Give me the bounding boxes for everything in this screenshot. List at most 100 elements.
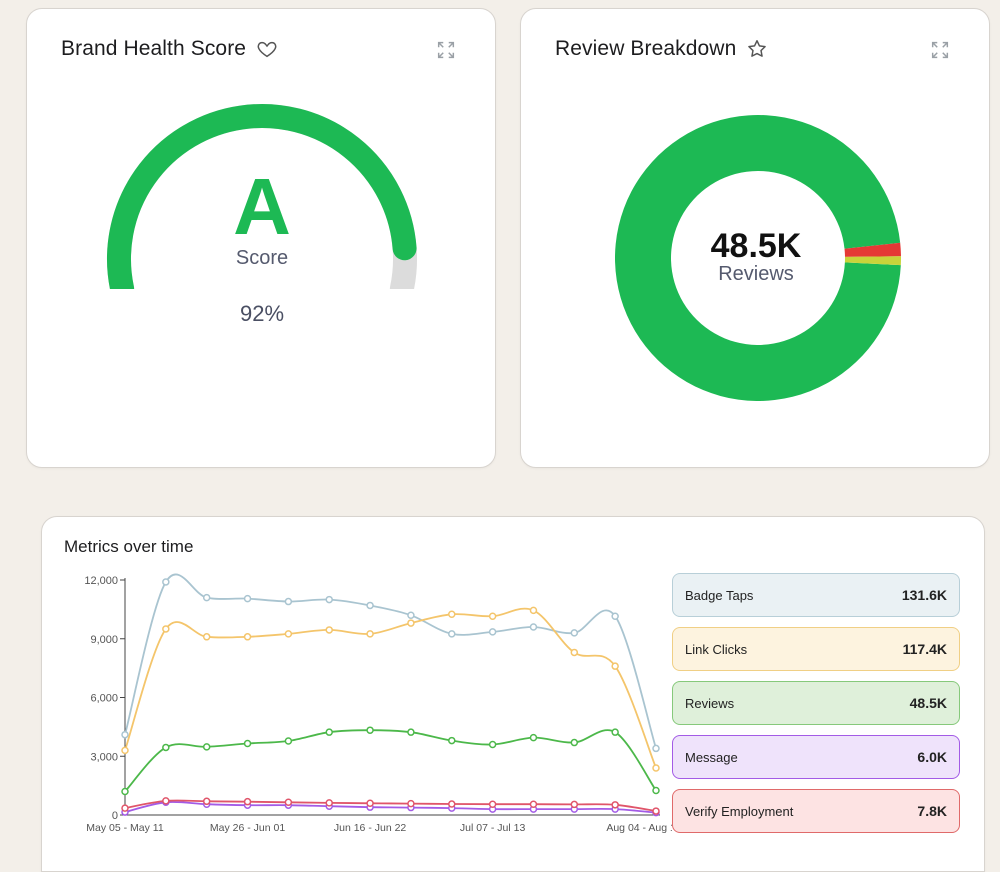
x-tick-label: Jun 16 - Jun 22	[334, 822, 407, 834]
data-point[interactable]	[570, 800, 579, 809]
data-point[interactable]	[529, 606, 538, 615]
data-point[interactable]	[652, 744, 660, 753]
data-point[interactable]	[488, 740, 497, 749]
legend-value: 131.6K	[901, 587, 947, 603]
data-point[interactable]	[243, 594, 252, 603]
score-percent: 92%	[239, 301, 285, 326]
data-point[interactable]	[366, 799, 374, 807]
data-point[interactable]	[162, 797, 170, 805]
data-point[interactable]	[529, 733, 538, 742]
data-point[interactable]	[243, 797, 252, 806]
y-tick-label: 12,000	[84, 575, 118, 587]
data-point[interactable]	[121, 804, 129, 812]
data-point[interactable]	[488, 628, 497, 636]
score-label: Score	[235, 247, 289, 269]
expand-icon[interactable]	[435, 39, 457, 61]
legend-label: Verify Employment	[685, 803, 794, 819]
data-point[interactable]	[488, 612, 497, 620]
legend-card-verify-employment[interactable]: Verify Employment 7.8K	[672, 789, 960, 833]
data-point[interactable]	[570, 738, 579, 747]
data-point[interactable]	[652, 807, 660, 815]
y-tick-label: 3,000	[90, 751, 118, 763]
data-point[interactable]	[202, 743, 211, 751]
legend-card-reviews[interactable]: Reviews 48.5K	[672, 681, 960, 725]
expand-icon[interactable]	[929, 39, 951, 61]
data-point[interactable]	[652, 786, 660, 795]
data-point[interactable]	[162, 625, 170, 633]
data-point[interactable]	[366, 601, 374, 610]
data-point[interactable]	[325, 728, 333, 736]
data-point[interactable]	[284, 737, 293, 745]
legend-value: 48.5K	[909, 695, 947, 711]
data-point[interactable]	[611, 728, 619, 736]
x-tick-label: Aug 04 - Aug 10	[606, 822, 672, 834]
legend-label: Badge Taps	[685, 587, 754, 603]
donut-segment[interactable]	[615, 114, 901, 401]
legend-label: Message	[685, 749, 738, 765]
grade-letter: A	[233, 162, 291, 251]
data-point[interactable]	[243, 739, 252, 748]
metrics-line-chart: 0 3,000 6,000 9,000 12,000 May 05 - May 11 May…	[84, 573, 672, 834]
legend-value: 117.4K	[902, 641, 947, 657]
data-point[interactable]	[284, 630, 293, 638]
data-point[interactable]	[325, 595, 333, 604]
donut-segment[interactable]	[844, 256, 901, 266]
data-point[interactable]	[407, 611, 415, 619]
data-point[interactable]	[611, 662, 619, 670]
data-point[interactable]	[570, 648, 579, 657]
data-point[interactable]	[611, 612, 619, 620]
data-point[interactable]	[325, 626, 333, 634]
data-point[interactable]	[448, 736, 456, 745]
data-point[interactable]	[448, 610, 456, 619]
series-line[interactable]	[124, 729, 657, 793]
brand-health-header: Brand Health Score	[61, 37, 278, 61]
data-point[interactable]	[529, 623, 538, 631]
data-point[interactable]	[488, 800, 497, 808]
data-point[interactable]	[202, 593, 211, 602]
legend-label: Reviews	[685, 695, 735, 711]
metrics-card: Metrics over time 0 3,000 6,000 9,000 12,000…	[41, 516, 985, 872]
data-point[interactable]	[448, 630, 456, 638]
legend-value: 6.0K	[917, 749, 947, 765]
legend-label: Link Clicks	[685, 641, 748, 657]
data-point[interactable]	[325, 799, 333, 807]
star-icon[interactable]	[746, 38, 768, 60]
data-point[interactable]	[202, 633, 211, 641]
data-point[interactable]	[448, 800, 456, 808]
data-point[interactable]	[243, 633, 252, 641]
data-point[interactable]	[407, 619, 415, 627]
review-breakdown-title: Review Breakdown	[555, 37, 737, 60]
review-total-label: Reviews	[718, 263, 794, 285]
data-point[interactable]	[366, 726, 374, 734]
y-tick-label: 0	[112, 810, 118, 822]
data-point[interactable]	[162, 743, 170, 752]
y-tick-label: 9,000	[90, 634, 118, 646]
legend-card-link-clicks[interactable]: Link Clicks 117.4K	[672, 627, 960, 671]
data-point[interactable]	[284, 798, 293, 807]
data-point[interactable]	[202, 797, 211, 806]
legend-card-badge-taps[interactable]: Badge Taps 131.6K	[672, 573, 960, 617]
health-gauge	[107, 104, 417, 289]
data-point[interactable]	[611, 801, 619, 809]
data-point[interactable]	[284, 597, 293, 606]
donut-segment[interactable]	[844, 242, 901, 257]
data-point[interactable]	[366, 630, 374, 638]
data-point[interactable]	[121, 787, 129, 796]
data-point[interactable]	[407, 799, 415, 808]
data-point[interactable]	[652, 764, 660, 772]
brand-health-card: Brand Health Score A Score 92%	[26, 8, 496, 468]
data-point[interactable]	[121, 746, 129, 755]
review-donut	[615, 114, 901, 401]
data-point[interactable]	[162, 578, 170, 586]
data-point[interactable]	[121, 730, 129, 739]
review-total: 48.5K	[710, 227, 802, 265]
brand-health-title: Brand Health Score	[61, 37, 247, 60]
data-point[interactable]	[570, 629, 579, 637]
legend-card-message[interactable]: Message 6.0K	[672, 735, 960, 779]
data-point[interactable]	[529, 800, 538, 808]
data-point[interactable]	[407, 728, 415, 736]
x-tick-label: May 05 - May 11	[86, 822, 164, 834]
x-tick-label: May 26 - Jun 01	[210, 822, 285, 834]
review-breakdown-header: Review Breakdown	[555, 37, 768, 61]
heart-icon[interactable]	[256, 38, 278, 60]
